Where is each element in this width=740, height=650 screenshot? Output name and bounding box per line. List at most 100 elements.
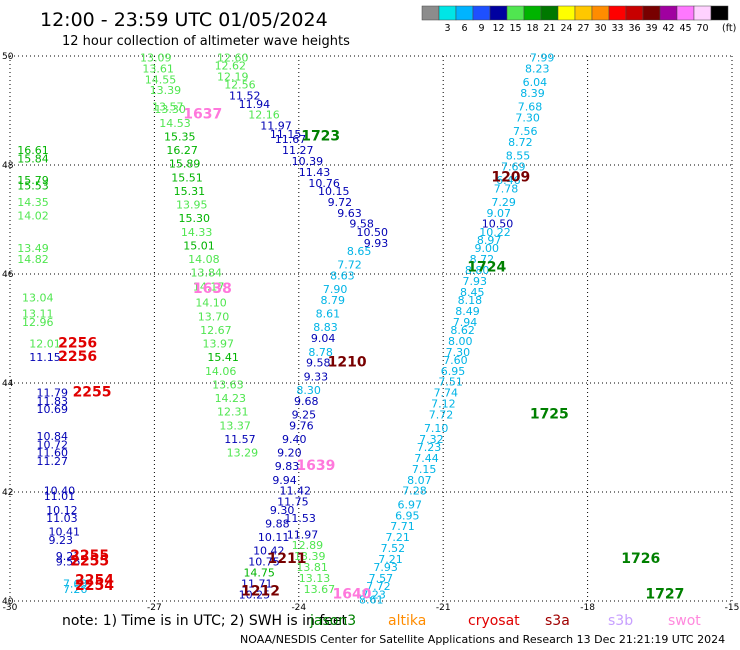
pass-time-label: 1640 xyxy=(332,586,371,602)
pass-time-label: 1639 xyxy=(296,458,335,474)
wave-height-value: 11.67 xyxy=(275,133,307,146)
wave-height-value: 10.40 xyxy=(44,485,75,498)
colorbar-swatch xyxy=(693,5,712,21)
wave-height-value: 8.79 xyxy=(320,294,345,307)
wave-height-value: 15.41 xyxy=(207,351,239,364)
wave-height-value: 11.79 xyxy=(36,387,67,400)
wave-height-value: 12.67 xyxy=(200,324,232,337)
wave-height-value: 9.58 xyxy=(349,218,374,231)
wave-height-value: 8.07 xyxy=(407,474,432,487)
wave-height-value: 12.19 xyxy=(217,71,249,84)
colorbar-swatch xyxy=(523,5,542,21)
wave-height-value: 14.53 xyxy=(159,117,191,130)
wave-height-value: 10.50 xyxy=(357,226,389,239)
wave-height-value: 7.72 xyxy=(366,580,391,593)
wave-height-value: 11.15 xyxy=(29,351,61,364)
pass-time-label: 1212 xyxy=(241,584,280,600)
wave-height-value: 11.57 xyxy=(224,433,256,446)
colorbar-label: 12 xyxy=(492,23,504,34)
satellite-name: altika xyxy=(388,613,426,629)
wave-height-value: 13.67 xyxy=(304,583,336,596)
wave-height-value: 11.27 xyxy=(282,144,314,157)
pass-time-label: 2255 xyxy=(70,554,109,570)
wave-height-value: 15.30 xyxy=(178,212,210,225)
wave-height-value: 13.39 xyxy=(150,84,182,97)
wave-height-value: 12.96 xyxy=(22,316,54,329)
wave-height-value: 7.72 xyxy=(337,259,362,272)
y-tick-label: 42 xyxy=(2,488,13,498)
wave-height-value: 8.72 xyxy=(470,253,495,266)
wave-height-value: 7.69 xyxy=(501,160,525,173)
wave-height-value: 12.89 xyxy=(292,539,324,552)
wave-height-value: 10.15 xyxy=(318,185,350,198)
wave-height-value: 10.42 xyxy=(253,545,285,558)
colorbar-label: 15 xyxy=(509,23,521,34)
wave-height-value: 15.89 xyxy=(169,158,201,171)
wave-height-value: 8.61 xyxy=(359,594,384,607)
wave-height-value: 12.31 xyxy=(217,406,249,419)
wave-height-value: 9.76 xyxy=(289,419,314,432)
wave-height-value: 12.62 xyxy=(215,60,247,73)
pass-time-label: 1725 xyxy=(530,406,569,422)
pass-time-label: 2255 xyxy=(73,385,112,401)
wave-height-value: 11.53 xyxy=(284,512,316,525)
chart-subtitle: 12 hour collection of altimeter wave hei… xyxy=(62,34,350,49)
wave-height-value: 8.61 xyxy=(316,308,341,321)
colorbar-swatch xyxy=(455,5,474,21)
wave-height-value: 9.88 xyxy=(265,517,290,530)
wave-height-points: 7.998.236.048.397.687.307.568.728.557.69… xyxy=(17,51,554,606)
wave-height-value: 7.71 xyxy=(390,520,415,533)
credit-line: NOAA/NESDIS Center for Satellite Applica… xyxy=(240,633,725,646)
wave-height-value: 13.97 xyxy=(203,338,235,351)
wave-height-value: 7.44 xyxy=(414,452,439,465)
x-tick-label: -21 xyxy=(436,603,451,613)
wave-height-value: 14.82 xyxy=(17,253,49,266)
x-tick-label: -18 xyxy=(580,603,595,613)
pass-time-label: 1726 xyxy=(621,551,660,567)
colorbar-swatch xyxy=(625,5,644,21)
wave-height-value: 9.63 xyxy=(337,207,362,220)
wave-height-value: 7.74 xyxy=(434,387,459,400)
wave-height-value: 7.68 xyxy=(518,101,543,114)
wave-height-value: 13.11 xyxy=(22,308,54,321)
pass-time-label: 2254 xyxy=(75,578,114,594)
wave-height-value: 8.45 xyxy=(460,286,485,299)
wave-height-value: 7.52 xyxy=(381,542,406,555)
colorbar-label: 30 xyxy=(594,23,606,34)
wave-height-value: 15.31 xyxy=(174,185,206,198)
pass-time-label: 1727 xyxy=(645,586,684,602)
wave-height-value: 11.71 xyxy=(241,577,272,590)
pass-time-label: 2256 xyxy=(58,349,97,365)
wave-height-value: 7.21 xyxy=(378,553,403,566)
wave-height-value: 11.97 xyxy=(260,120,292,133)
wave-height-value: 13.61 xyxy=(142,62,174,75)
wave-height-value: 9.72 xyxy=(328,196,353,209)
wave-height-value: 8.23 xyxy=(525,62,550,75)
colorbar-swatch xyxy=(472,5,491,21)
wave-height-value: 14.75 xyxy=(243,566,274,579)
wave-height-value: 12.16 xyxy=(248,109,280,122)
wave-height-value: 7.60 xyxy=(443,354,468,367)
satellite-name: swot xyxy=(668,613,701,629)
wave-height-value: 11.01 xyxy=(44,490,75,503)
wave-height-value: 10.25 xyxy=(239,588,271,601)
wave-height-value: 9.83 xyxy=(275,460,300,473)
wave-height-value: 14.17 xyxy=(193,280,225,293)
wave-height-value: 14.02 xyxy=(17,210,49,223)
wave-height-value: 9.23 xyxy=(49,534,74,547)
colorbar-swatch xyxy=(574,5,593,21)
footer-note: note: 1) Time is in UTC; 2) SWH is in fe… xyxy=(62,613,348,629)
wave-height-value: 13.57 xyxy=(152,101,184,114)
colorbar-label: 45 xyxy=(679,23,691,34)
axis-ticks: -30 -27 -24 -21 -18 -15 40 42 44 46 48 50 xyxy=(2,52,739,613)
satellite-name: s3a xyxy=(545,613,570,629)
colorbar-swatch xyxy=(489,5,508,21)
wave-height-value: 7.90 xyxy=(323,283,348,296)
x-tick-label: -27 xyxy=(147,603,162,613)
wave-height-value: 8.00 xyxy=(448,335,473,348)
wave-height-value: 9.30 xyxy=(270,504,295,517)
wave-height-value: 10.72 xyxy=(36,438,67,451)
pass-time-label: 1211 xyxy=(268,551,307,567)
wave-height-value: 12.60 xyxy=(217,51,249,64)
wave-height-value: 6.97 xyxy=(397,498,422,511)
